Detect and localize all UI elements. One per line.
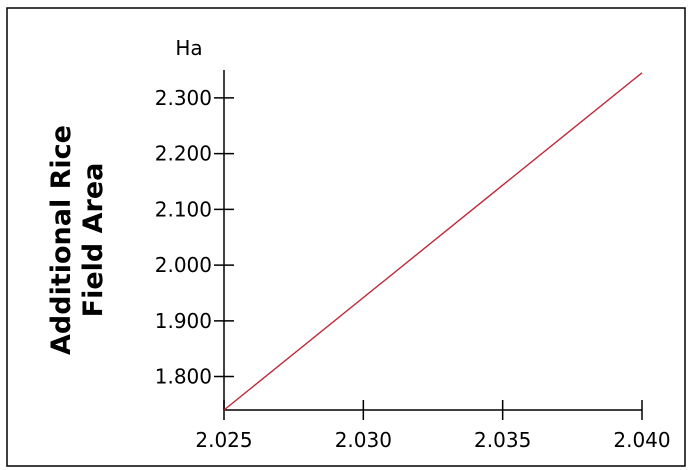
series-line-0 — [223, 72, 643, 411]
y-unit-label: Ha — [175, 36, 202, 60]
y-tick-label: 2.100 — [155, 197, 212, 221]
x-tick-label: 2.030 — [335, 428, 392, 452]
x-tick-label: 2.040 — [613, 428, 670, 452]
x-axis-ticks: 2.025 2.030 2.035 2.040 — [195, 400, 671, 452]
y-axis-ticks: 1.800 1.900 2.000 2.100 2.200 2.300 — [155, 86, 234, 389]
y-axis-title-line-1: Additional Rice — [46, 125, 77, 355]
y-tick-label: 2.200 — [155, 142, 212, 166]
y-tick-label: 1.800 — [155, 365, 212, 389]
y-tick-label: 2.300 — [155, 86, 212, 110]
chart-frame — [6, 7, 686, 467]
y-axis-title-line-2: Field Area — [78, 163, 109, 318]
y-tick-label: 2.000 — [155, 253, 212, 277]
series-layer — [223, 72, 643, 411]
x-tick-label: 2.035 — [474, 428, 531, 452]
y-tick-label: 1.900 — [155, 309, 212, 333]
x-tick-label: 2.025 — [195, 428, 252, 452]
